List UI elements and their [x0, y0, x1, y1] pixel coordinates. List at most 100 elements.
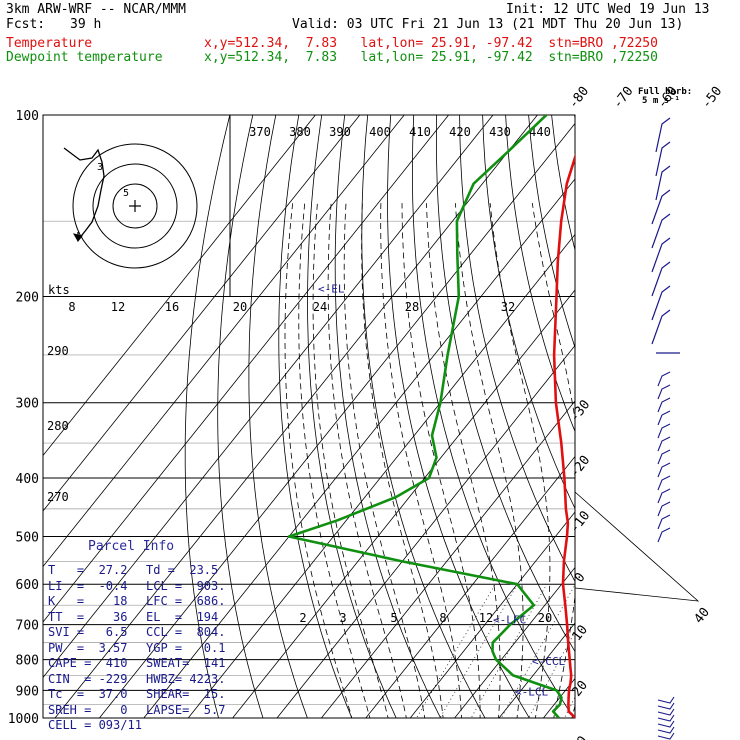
pressure-label: 1000 [8, 712, 39, 727]
mixing-ratio-label: 3 [339, 611, 346, 625]
hodograph-unit-label: kts [48, 283, 70, 297]
dry-adiabat-line [728, 87, 740, 730]
parcel-info-right: SWEAT= 141 [146, 656, 226, 670]
pressure-label: 900 [16, 684, 39, 699]
isotherm-line [276, 344, 575, 718]
isotherm-label: -80 [566, 84, 592, 112]
hodograph-speed-label: 16 [165, 300, 179, 314]
hodograph-ring [92, 163, 178, 249]
moist-adiabat-line [531, 203, 575, 718]
dry-adiabat-line [574, 115, 575, 122]
dry-adiabat-line [361, 115, 486, 718]
parcel-info-left: LI = -0.4 [48, 578, 128, 593]
parcel-info-row: Tc = 37.0 SHEAR= 15. [48, 687, 226, 703]
theta-label: 270 [47, 490, 69, 504]
wind-barb [655, 117, 671, 153]
level-marker: <-EL [318, 283, 345, 296]
wind-barb [657, 726, 675, 734]
hodograph-speed-label: 28 [405, 300, 419, 314]
dry-adiabat-line [278, 115, 353, 718]
dry-adiabat-line [184, 115, 231, 718]
theta-e-label: 380 [289, 125, 311, 139]
parcel-info-title: Parcel Info [88, 539, 175, 554]
moist-adiabat-line [380, 203, 463, 718]
wind-barb [657, 462, 671, 478]
parcel-info-left: CAPE = 410 [48, 656, 128, 670]
wind-barb [657, 371, 671, 387]
parcel-info-left: CELL = 093/11 [48, 718, 142, 732]
parcel-info-right: YGP = 0.1 [146, 640, 226, 655]
isotherm-line [365, 455, 575, 718]
theta-e-label: 440 [529, 125, 551, 139]
wind-barb [651, 213, 671, 249]
hodograph-speed-label: 20 [233, 300, 247, 314]
dry-adiabat-line [616, 87, 740, 730]
hodograph-speed-label: 32 [501, 300, 515, 314]
temperature-location: x,y=512.34, 7.83 lat,lon= 25.91, -97.42 … [204, 36, 658, 51]
hodograph-speed-label: 12 [111, 300, 125, 314]
wind-barb [657, 702, 675, 710]
moist-adiabat-line [343, 203, 426, 718]
wind-barb [657, 696, 675, 704]
pressure-label: 200 [16, 291, 39, 306]
hodograph: 35 [63, 143, 198, 269]
dry-adiabat-line [505, 115, 575, 433]
parcel-info-row: CELL = 093/11 [48, 718, 226, 734]
theta-label: 290 [47, 344, 69, 358]
theta-e-label: 400 [369, 125, 391, 139]
hodograph-ring [112, 183, 158, 229]
mixing-ratio-label: 2 [299, 611, 306, 625]
isotherm-label: -20 [567, 453, 593, 481]
wind-barb [651, 309, 671, 345]
dry-adiabat-line [334, 115, 442, 718]
mixing-ratio-label: 8 [439, 611, 446, 625]
isotherm-label: 0 [572, 570, 589, 585]
parcel-info-right: LCL = 903. [146, 578, 226, 593]
parcel-info-left: SREH = 0 [48, 702, 128, 717]
moist-adiabat-line [312, 203, 389, 718]
parcel-info-right: SHEAR= 15. [146, 687, 226, 701]
dewpoint-location: x,y=512.34, 7.83 lat,lon= 25.91, -97.42 … [204, 50, 658, 65]
isotherm-label: 40 [692, 605, 713, 627]
wind-barb [657, 732, 675, 740]
parcel-info-panel: Parcel Info T = 27.2 Td = 23.5 LI = -0.4 LC… [48, 539, 226, 734]
wind-barb [655, 141, 671, 177]
parcel-info-left: TT = 36 [48, 609, 128, 624]
pressure-label: 400 [16, 472, 39, 487]
mixing-ratio-line [416, 584, 496, 718]
hodograph-arrowhead [72, 233, 83, 242]
pressure-label: 600 [16, 578, 39, 593]
hodograph-speed-label: 24 [313, 300, 327, 314]
wind-barb [657, 488, 671, 504]
parcel-info-right: CCL = 804. [146, 625, 226, 639]
parcel-info-left: T = 27.2 [48, 563, 128, 577]
isotherm-line [187, 233, 575, 718]
theta-label: 280 [47, 419, 69, 433]
parcel-info-row: SREH = 0 LAPSE= 5.7 [48, 703, 226, 719]
isotherm-line [409, 511, 575, 718]
isotherm-line [320, 400, 575, 718]
parcel-info-row: CAPE = 410 SWEAT= 141 [48, 656, 226, 672]
dry-adiabat-line [217, 115, 264, 718]
parcel-info-row: TT = 36 EL = 194 [48, 610, 226, 626]
dry-adiabat-line [594, 87, 740, 730]
isotherm-line [542, 677, 575, 718]
isotherm-line [43, 115, 450, 623]
theta-e-label: 390 [329, 125, 351, 139]
wind-barb [657, 397, 671, 413]
dry-adiabat-line [435, 115, 575, 653]
isotherm-line [666, 87, 740, 730]
moist-adiabat-line [401, 203, 481, 718]
pressure-label: 500 [16, 530, 39, 545]
parcel-info-right: Td = 23.5 [146, 563, 219, 577]
wind-barb [651, 285, 671, 321]
isotherm-line [43, 115, 405, 568]
forecast-label: Fcst: [6, 17, 46, 32]
dry-adiabat-line [482, 115, 575, 510]
parcel-info-left: Tc = 37.0 [48, 687, 128, 701]
level-marker: <-LCL [515, 685, 548, 698]
moist-adiabat-line [284, 203, 353, 718]
parcel-info-row: K = 18 LFC = 686. [48, 594, 226, 610]
theta-e-label: 430 [489, 125, 511, 139]
barb-legend-unit: 5 m s⁻¹ [642, 96, 680, 106]
